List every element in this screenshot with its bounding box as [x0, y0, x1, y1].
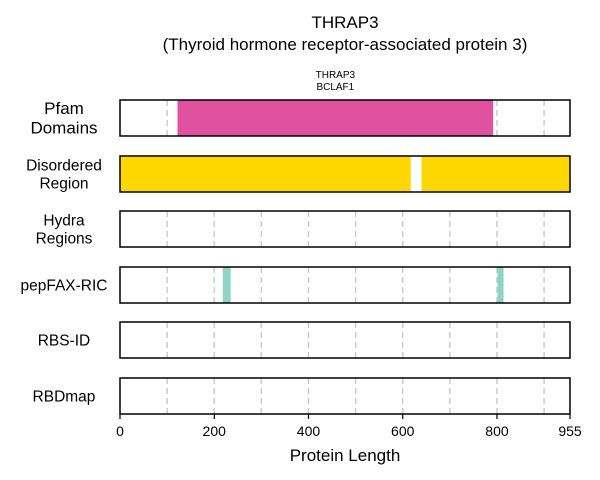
track-frame-0: [119, 99, 571, 137]
track-label-1-0: Disordered: [26, 158, 102, 175]
track-label-1-1: Region: [39, 175, 88, 192]
segment-3-0: [222, 267, 231, 303]
x-tick-label-3: 600: [391, 423, 415, 439]
track-frame-4: [119, 321, 571, 359]
domain-annotation-1: BCLAF1: [316, 82, 354, 93]
track-label-4-0: RBS-ID: [38, 332, 91, 349]
track-4: RBS-ID: [38, 321, 571, 359]
track-frame-3: [119, 266, 571, 304]
x-axis: 0 200 400 600 800 955: [116, 414, 582, 439]
track-frame-1: [119, 155, 571, 193]
track-label-2-1: Regions: [36, 230, 93, 247]
chart-subtitle: (Thyroid hormone receptor-associated pro…: [163, 35, 528, 54]
x-tick-label-1: 200: [203, 423, 227, 439]
chart-title: THRAP3: [311, 13, 378, 32]
x-tick-label-4: 800: [485, 423, 509, 439]
segment-1-0: [120, 156, 411, 192]
track-label-0-1: Domains: [30, 119, 97, 138]
track-frame-2: [119, 210, 571, 248]
track-label-5-0: RBDmap: [33, 388, 96, 405]
segment-3-1: [497, 267, 504, 303]
segment-1-1: [421, 156, 570, 192]
track-label-3-0: pepFAX-RIC: [20, 277, 107, 294]
track-3: pepFAX-RIC: [20, 266, 571, 304]
x-tick-label-0: 0: [116, 423, 124, 439]
domain-annotation-0: THRAP3: [316, 70, 356, 81]
x-tick-label-2: 400: [297, 423, 321, 439]
track-label-0-0: Pfam: [44, 99, 84, 118]
track-5: RBDmap: [33, 377, 571, 415]
segment-0-0: [177, 100, 494, 136]
track-label-2-0: Hydra: [43, 213, 85, 230]
x-tick-label-5: 955: [558, 423, 582, 439]
track-frame-5: [119, 377, 571, 415]
x-axis-label: Protein Length: [290, 446, 401, 465]
